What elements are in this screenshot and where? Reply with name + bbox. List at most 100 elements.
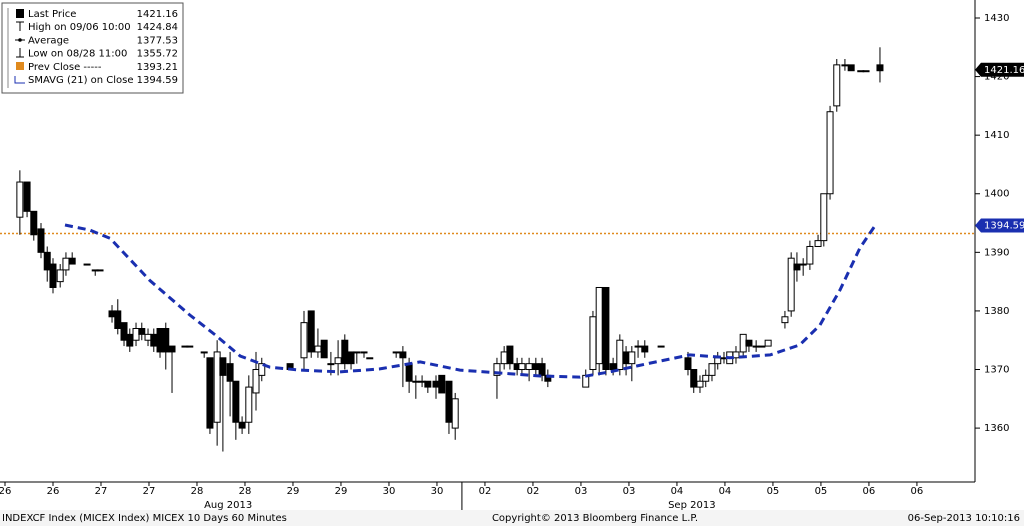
x-tick-label: 27 [143,486,156,497]
candle-body [232,380,240,423]
candle-body [366,357,374,360]
legend-label: SMAVG (21) on Close [28,75,134,86]
legend-label: Average [28,35,69,46]
candle-body [847,64,855,72]
candle-body [23,181,31,212]
x-tick-label: 26 [47,486,60,497]
candle-body [360,351,368,354]
candle-body [132,328,140,341]
y-tick-label: 1360 [984,423,1009,434]
candle-body [405,363,413,382]
legend-icon [14,76,25,84]
value-tag-label: 1421.16 [984,65,1024,76]
candle-body [781,316,789,324]
candle-body [238,421,246,429]
x-tick-label: 29 [287,486,300,497]
candle-body [320,339,328,359]
candle-body [732,351,740,359]
candle-body [628,351,636,365]
candle-body [168,345,176,353]
candle-body [799,263,807,266]
candle-body [787,257,795,312]
candle-body [609,363,617,371]
x-tick-label: 06 [863,486,876,497]
candle-body [708,363,716,376]
candle-body [392,351,400,354]
candle-body [43,251,51,271]
legend-label: High on 09/06 10:00 [28,22,131,33]
candle-body [862,70,870,73]
candle-body [506,345,514,365]
candle-body [752,345,760,348]
footer-left: INDEXCF Index (MICEX Index) MICEX 10 Day… [2,513,287,524]
candle-body [258,363,266,376]
legend-label: Low on 08/28 11:00 [28,49,127,60]
legend-value: 1394.59 [137,75,178,86]
candle-body [347,351,355,365]
candle-body [876,64,884,72]
candle-body [833,64,841,107]
x-tick-label: 30 [431,486,444,497]
candle-body [300,322,308,359]
candle-body [739,333,747,353]
candle-body [538,363,546,376]
candle-body [96,269,104,272]
x-tick-label: 28 [239,486,252,497]
candle-body [49,263,57,288]
candle-body [424,380,432,388]
y-tick-label: 1420 [984,72,1009,83]
candle-body [418,380,426,383]
legend-icon [16,21,24,31]
candle-body [820,193,828,242]
candle-body [616,339,624,371]
candle-body [334,357,342,365]
sma-line [64,223,877,379]
x-tick-label: 06 [911,486,924,497]
candle-body [826,111,834,195]
y-tick-label: 1380 [984,306,1009,317]
candle-body [622,351,630,365]
legend-value: 1424.84 [137,22,178,33]
x-tick-label: 28 [191,486,204,497]
candle-body [702,374,710,382]
legend [1,2,184,94]
candle-body [206,357,214,429]
candle-body [412,380,420,383]
legend-value: 1377.53 [137,35,178,46]
candle-body [745,339,753,347]
candle-body [714,357,722,365]
candle-body [399,351,407,359]
candle-body [500,351,508,365]
y-tick-label: 1370 [984,365,1009,376]
candle-body [525,363,533,371]
plot-area [0,47,975,452]
candle-body [150,333,158,347]
candle-body [114,310,122,330]
x-tick-label: 05 [815,486,828,497]
candle-body [213,351,221,423]
candle-body [56,269,64,283]
candle-body [589,316,597,371]
candle-body [451,398,459,429]
x-tick-label: 26 [0,486,11,497]
month-label: Sep 2013 [668,500,715,511]
x-tick-label: 04 [671,486,684,497]
candle-body [696,380,704,388]
value-tag [975,218,1024,233]
candle-body [245,386,253,423]
candle-body [438,374,446,394]
candle-body [341,339,349,365]
x-tick-label: 03 [575,486,588,497]
legend-value: 1355.72 [137,49,178,60]
candle-body [252,369,260,394]
candle-body [16,181,24,218]
candle-body [200,351,208,354]
candle-body [806,245,814,265]
candle-body [634,345,642,348]
candle-body [595,286,603,365]
candle-body [30,210,38,236]
candle-body [432,380,440,388]
x-tick-label: 27 [95,486,108,497]
candle-body [120,322,128,341]
